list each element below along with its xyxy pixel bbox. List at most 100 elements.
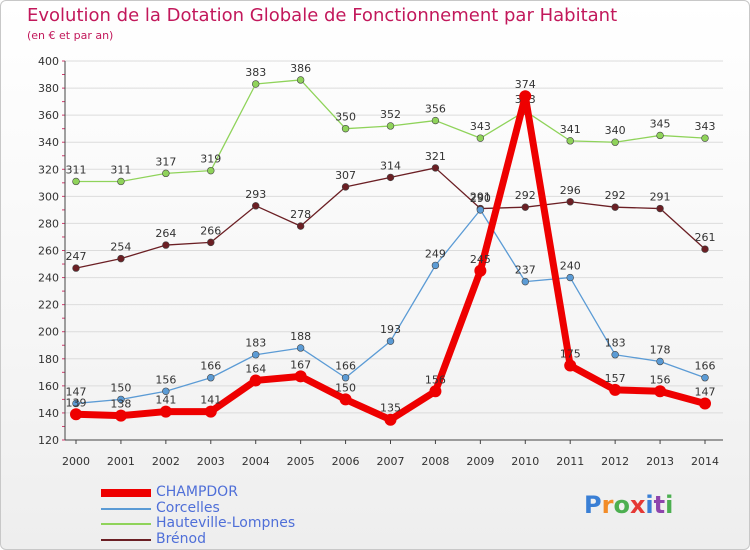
data-point-br-nod [566,198,574,206]
data-label-br-nod: 314 [380,159,401,172]
data-label-corcelles: 166 [695,360,716,373]
data-point-hauteville-lompnes [431,116,440,125]
data-point-champdor [474,264,487,277]
data-label-champdor: 374 [515,78,536,91]
data-label-corcelles: 166 [200,360,221,373]
y-tick-label: 280 [38,217,59,230]
x-tick-label: 2004 [242,455,270,468]
y-tick-label: 200 [38,326,59,339]
data-point-corcelles [431,261,440,270]
legend-swatch-corcelles [101,507,151,510]
data-point-champdor [70,408,82,421]
legend-item-champdor: CHAMPDOR [101,484,361,501]
data-point-corcelles [566,273,574,282]
data-point-champdor [114,409,127,422]
data-label-br-nod: 292 [515,189,536,202]
data-point-br-nod [386,173,395,182]
data-point-corcelles [386,337,395,345]
data-label-br-nod: 261 [695,231,716,244]
data-label-hauteville-lompnes: 352 [380,108,401,121]
data-point-hauteville-lompnes [117,177,125,186]
data-label-br-nod: 296 [560,184,581,197]
data-point-hauteville-lompnes [611,138,619,146]
data-point-hauteville-lompnes [476,134,485,142]
data-point-corcelles [162,387,170,395]
y-tick-label: 140 [38,407,59,420]
data-label-champdor: 141 [200,394,221,407]
data-point-champdor [339,393,352,406]
data-label-br-nod: 247 [66,250,87,263]
data-point-champdor [429,385,442,398]
data-label-br-nod: 307 [335,169,356,182]
data-label-br-nod: 291 [650,191,671,204]
brand-letter: x [629,491,646,519]
data-label-br-nod: 321 [425,150,446,163]
legend-item-hauteville-lompnes: Hauteville-Lompnes [101,515,361,532]
data-label-corcelles: 183 [605,337,626,350]
data-label-br-nod: 293 [245,188,266,201]
data-point-champdor [159,405,172,418]
data-point-hauteville-lompnes [252,80,260,88]
y-tick-label: 320 [38,163,59,176]
data-point-br-nod [117,254,125,263]
data-point-br-nod [521,203,529,211]
data-label-corcelles: 183 [245,337,266,350]
data-label-br-nod: 264 [155,227,176,240]
y-tick-label: 400 [38,55,59,68]
data-point-corcelles [656,357,664,366]
legend-item-br-nod: Brénod [101,530,361,548]
x-tick-label: 2005 [287,455,315,468]
data-label-champdor: 138 [110,398,131,411]
data-label-corcelles: 290 [470,192,491,205]
data-point-champdor [384,413,397,426]
data-point-hauteville-lompnes [207,166,215,175]
data-label-hauteville-lompnes: 317 [155,155,176,168]
brand-letter: r [601,491,614,519]
x-tick-label: 2003 [197,455,225,468]
y-tick-label: 180 [38,353,59,366]
data-label-champdor: 147 [695,385,716,398]
legend-label-br-nod: Brénod [156,530,206,547]
data-point-corcelles [207,374,215,382]
data-point-champdor [519,90,532,103]
data-point-corcelles [701,374,709,382]
data-point-br-nod [296,222,305,230]
data-point-corcelles [117,395,125,404]
data-point-hauteville-lompnes [72,177,80,186]
x-tick-label: 2011 [556,455,584,468]
y-tick-label: 340 [38,136,59,149]
data-label-corcelles: 240 [560,260,581,273]
data-label-corcelles: 156 [155,373,176,386]
data-label-champdor: 245 [470,253,491,266]
data-point-champdor [204,405,217,418]
data-point-corcelles [341,374,350,382]
data-point-corcelles [252,351,260,359]
data-label-champdor: 141 [155,394,176,407]
data-label-hauteville-lompnes: 383 [245,66,266,79]
data-label-corcelles: 150 [110,381,131,394]
chart-subtitle: (en € et par an) [27,29,114,42]
x-tick-label: 2008 [421,455,449,468]
data-label-corcelles: 188 [290,330,311,343]
brand-letter: i [665,491,674,519]
brand-letter: P [584,491,602,519]
data-point-br-nod [207,238,215,247]
x-tick-label: 2001 [107,455,135,468]
data-label-br-nod: 278 [290,208,311,221]
data-label-hauteville-lompnes: 311 [66,163,87,176]
data-point-hauteville-lompnes [341,124,350,133]
legend-swatch-br-nod [101,538,151,541]
data-point-hauteville-lompnes [162,169,170,178]
legend-label-champdor: CHAMPDOR [156,484,238,500]
chart-legend: CHAMPDOR Corcelles Hauteville-Lompnes Bréno… [101,484,361,548]
data-point-hauteville-lompnes [656,131,664,140]
data-point-hauteville-lompnes [701,134,709,142]
x-tick-label: 2006 [332,455,360,468]
data-label-champdor: 156 [425,373,446,386]
brand-logo: Proxiti [584,491,673,519]
data-point-br-nod [611,203,619,211]
x-tick-label: 2013 [646,455,674,468]
x-tick-label: 2012 [601,455,629,468]
data-point-hauteville-lompnes [386,122,395,130]
